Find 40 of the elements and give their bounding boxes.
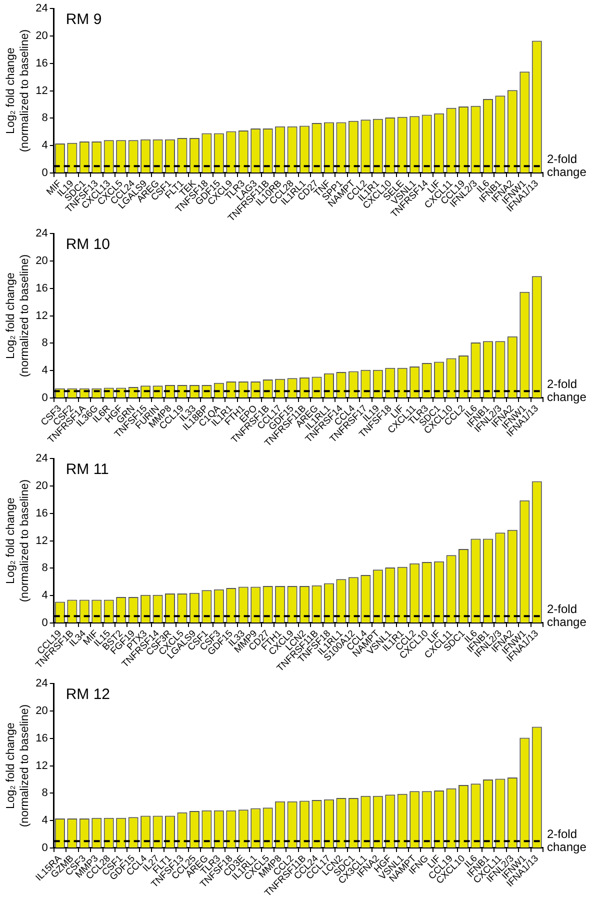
y-tick-label: 8 <box>42 112 48 124</box>
y-tick-label: 12 <box>36 534 48 547</box>
y-tick-label: 24 <box>36 678 48 690</box>
y-tick-label: 16 <box>36 507 48 520</box>
y-tick-label: 24 <box>36 452 48 465</box>
y-axis-title: Log₂ fold change (normalized to baseline) <box>5 254 31 378</box>
y-tick-label: 20 <box>36 705 48 718</box>
y-tick-label: 16 <box>36 282 48 294</box>
chart-title: RM 9 <box>66 11 102 28</box>
y-tick-label: 24 <box>36 2 48 15</box>
chart-title: RM 12 <box>66 686 110 704</box>
y-axis-title: Log₂ fold change (normalized to baseline) <box>5 704 31 828</box>
ref-line-label: 2-fold change <box>547 826 587 854</box>
y-tick-label: 4 <box>42 814 48 827</box>
y-tick-label: 8 <box>42 562 48 574</box>
y-tick-label: 16 <box>36 732 48 744</box>
y-tick-label: 12 <box>36 760 48 772</box>
y-axis-title: Log₂ fold change (normalized to baseline) <box>5 479 31 602</box>
y-tick-label: 20 <box>36 30 48 42</box>
y-tick-label: 8 <box>42 337 48 350</box>
y-tick-label: 0 <box>42 842 48 854</box>
y-tick-label: 8 <box>42 787 48 800</box>
y-tick-label: 0 <box>42 617 48 630</box>
ref-line-label: 2-fold change <box>547 376 587 404</box>
chart-title: RM 10 <box>66 236 110 254</box>
y-tick-label: 12 <box>36 310 48 322</box>
ref-line-label: 2-fold change <box>547 152 587 179</box>
ref-line-label: 2-fold change <box>547 602 587 629</box>
y-tick-label: 16 <box>36 57 48 70</box>
y-tick-label: 0 <box>42 392 48 404</box>
y-tick-label: 4 <box>42 140 48 152</box>
chart-title: RM 11 <box>66 461 109 478</box>
y-tick-label: 4 <box>42 364 48 377</box>
y-tick-label: 4 <box>42 590 48 602</box>
y-axis-title: Log₂ fold change (normalized to baseline) <box>5 29 31 152</box>
y-tick-label: 24 <box>36 228 48 240</box>
y-tick-label: 20 <box>36 255 48 268</box>
y-tick-label: 20 <box>36 480 48 492</box>
y-tick-label: 0 <box>42 167 48 180</box>
y-tick-label: 12 <box>36 84 48 97</box>
